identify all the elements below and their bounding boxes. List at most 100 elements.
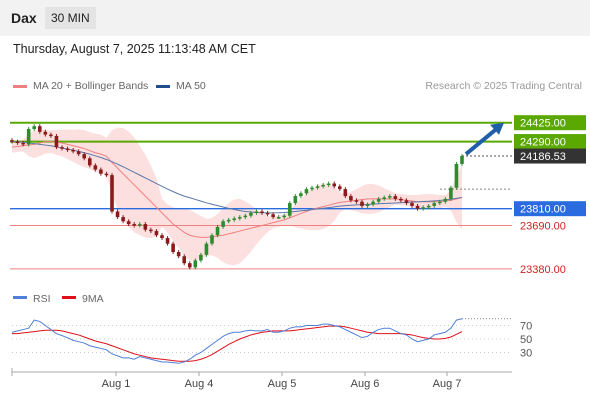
candle-body [299,193,303,197]
rsi-legend-swatch [13,296,27,299]
candle-body [243,215,248,218]
rsi-line [11,318,463,364]
candle-body [399,198,403,201]
candle-body [104,173,109,176]
rsi-tick-label: 30 [520,348,532,360]
time-tick-label: Aug 4 [185,378,214,390]
candle-body [443,198,448,202]
candle-body [310,187,314,190]
forecast-arrow-layer [464,122,504,156]
candle-body [415,205,420,209]
ma20-swatch [13,84,27,88]
candle-body [360,201,364,206]
candle-body [354,200,359,202]
candle-body [371,201,375,205]
candle-body [287,203,292,216]
candle-body [32,126,37,129]
9ma-line [12,325,463,362]
candle-body [204,243,209,255]
candle-body [460,156,464,164]
candle-body [137,224,142,226]
candle-body [382,197,387,199]
level-tag [514,148,586,164]
research-credit: Research © 2025 Trading Central [425,80,582,92]
candle-body [326,183,331,186]
candle-body [26,128,31,145]
time-axis: Aug 1 Aug 4 Aug 5 Aug 6 Aug 7 [11,368,512,390]
forecast-arrow-shaft [464,126,500,156]
candle-body [215,226,220,236]
candle-body [337,186,342,190]
pivot-level-label: 23810.00 [520,204,566,216]
candle-body [165,238,170,244]
candle-body [232,218,237,220]
candle-body [365,204,370,206]
rsi-tick-label: 70 [520,321,532,333]
candle-body [249,212,253,216]
candle-body [132,224,137,226]
candle-body [182,256,187,264]
candle-body [454,163,459,188]
ma20-line [11,141,463,238]
candle-body [49,134,53,137]
candle-body [160,235,164,239]
candle-body [210,235,214,244]
candle-body [149,229,153,232]
candle-body [315,186,320,188]
candle-body [199,254,203,261]
candle-body [282,215,287,218]
candle-body [265,212,270,215]
candle-body [271,214,275,218]
candle-body [87,158,92,166]
candle-body [293,196,298,204]
candle-body [176,252,181,257]
forecast-arrow-head [490,122,504,135]
ma50-line [12,141,463,214]
candle-body [110,175,114,212]
candle-body [426,205,431,208]
9ma-legend-label: 9MA [82,293,104,305]
candle-body [404,200,409,204]
candle-body [387,196,392,198]
candle-body [321,184,325,187]
candle-body [254,211,259,213]
support-level-label: 23690.00 [520,220,566,232]
candle-body [43,131,48,135]
candle-body [76,151,81,155]
rsi-legend-label: RSI [33,293,51,305]
candles-layer [10,124,464,270]
level-tag [514,134,586,150]
bollinger-band-layer [12,127,462,266]
candle-body [449,187,453,199]
candle-body [332,183,337,187]
legend-ma50: MA 50 [156,80,206,92]
candle-body [154,231,159,236]
candle-body [126,221,131,225]
candle-body [221,221,225,227]
candle-body [143,224,148,230]
candle-body [121,217,125,222]
candle-body [226,219,231,222]
candle-body [15,141,20,144]
resistance-level-label: 24425.00 [520,118,566,130]
candle-body [376,198,381,202]
time-tick-label: Aug 7 [433,378,462,390]
candle-body [10,140,14,142]
candle-body [60,147,64,149]
candle-body [304,189,309,194]
candle-body [93,165,98,170]
time-tick-label: Aug 1 [102,378,131,390]
timeframe-button[interactable]: 30 MIN [45,7,96,29]
level-tag [514,201,586,217]
ma-lines-layer [11,141,463,238]
time-tick-label: Aug 6 [351,378,380,390]
candle-body [343,189,348,197]
candle-body [187,263,192,268]
candle-body [260,211,264,213]
legend-ma50-label: MA 50 [176,80,206,92]
candle-body [437,201,442,204]
instrument-name: Dax [11,10,37,26]
candle-body [276,217,281,219]
